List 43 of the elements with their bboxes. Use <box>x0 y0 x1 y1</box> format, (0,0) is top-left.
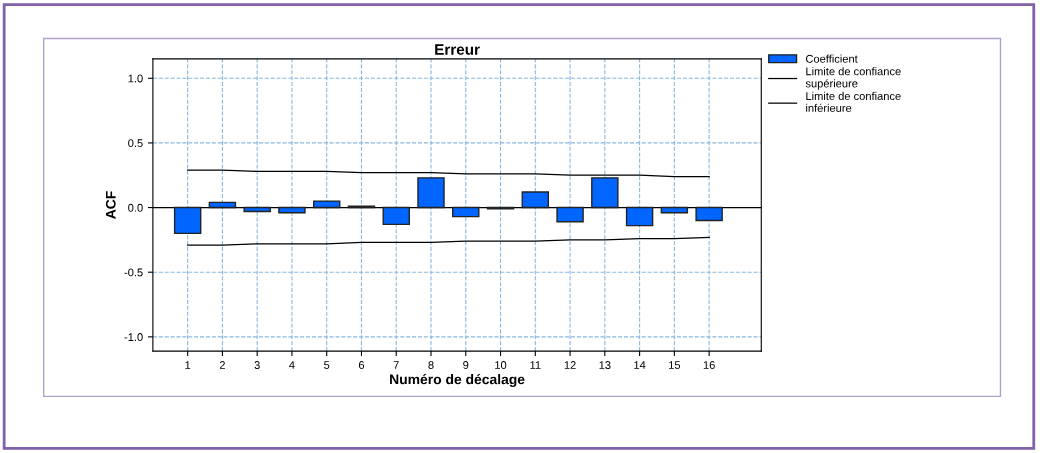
x-tick-label: 11 <box>530 361 541 369</box>
bar <box>417 177 445 209</box>
bar <box>173 206 202 235</box>
bar <box>660 206 689 214</box>
bar <box>208 201 237 209</box>
x-tick-label: 6 <box>358 361 365 369</box>
x-tick-label: 8 <box>428 361 434 369</box>
x-tick-label: 3 <box>254 361 260 369</box>
x-tick-label: 7 <box>393 361 399 369</box>
bar <box>695 206 723 222</box>
y-tick-label: -1.0 <box>124 333 143 341</box>
bar <box>278 206 306 214</box>
x-tick-label: 1 <box>185 361 191 369</box>
x-tick-label: 10 <box>495 361 507 369</box>
bar <box>521 191 550 209</box>
x-tick-label: 5 <box>324 361 330 369</box>
y-tick-label: 0.0 <box>128 203 143 212</box>
x-tick-label: 13 <box>599 361 611 369</box>
bar <box>591 177 619 209</box>
bar <box>382 206 410 226</box>
x-axis-title: Numéro de décalage <box>390 373 525 388</box>
y-tick-label: 0.5 <box>128 139 143 148</box>
y-axis-title: ACF <box>105 191 116 219</box>
chart-title: Erreur <box>435 44 480 55</box>
x-tick-label: 9 <box>463 361 469 369</box>
legend-label: Coefficient <box>806 54 858 63</box>
x-tick-label: 2 <box>219 361 225 369</box>
legend-label: Limite de confiance inférieure <box>806 91 901 112</box>
y-tick-label: 1.0 <box>128 74 143 83</box>
x-tick-label: 15 <box>669 361 681 369</box>
bar <box>556 206 584 223</box>
legend-label: Limite de confiance supérieure <box>805 67 901 90</box>
x-tick-label: 4 <box>289 361 295 369</box>
bar <box>625 206 654 227</box>
bar <box>243 206 271 213</box>
line-series <box>187 169 710 178</box>
x-tick-label: 16 <box>703 361 715 369</box>
x-tick-label: 14 <box>634 361 646 369</box>
x-tick-label: 12 <box>564 361 576 369</box>
y-tick-label: -0.5 <box>124 268 143 277</box>
line-series <box>187 236 710 246</box>
bar <box>312 200 341 209</box>
bar <box>452 206 480 218</box>
